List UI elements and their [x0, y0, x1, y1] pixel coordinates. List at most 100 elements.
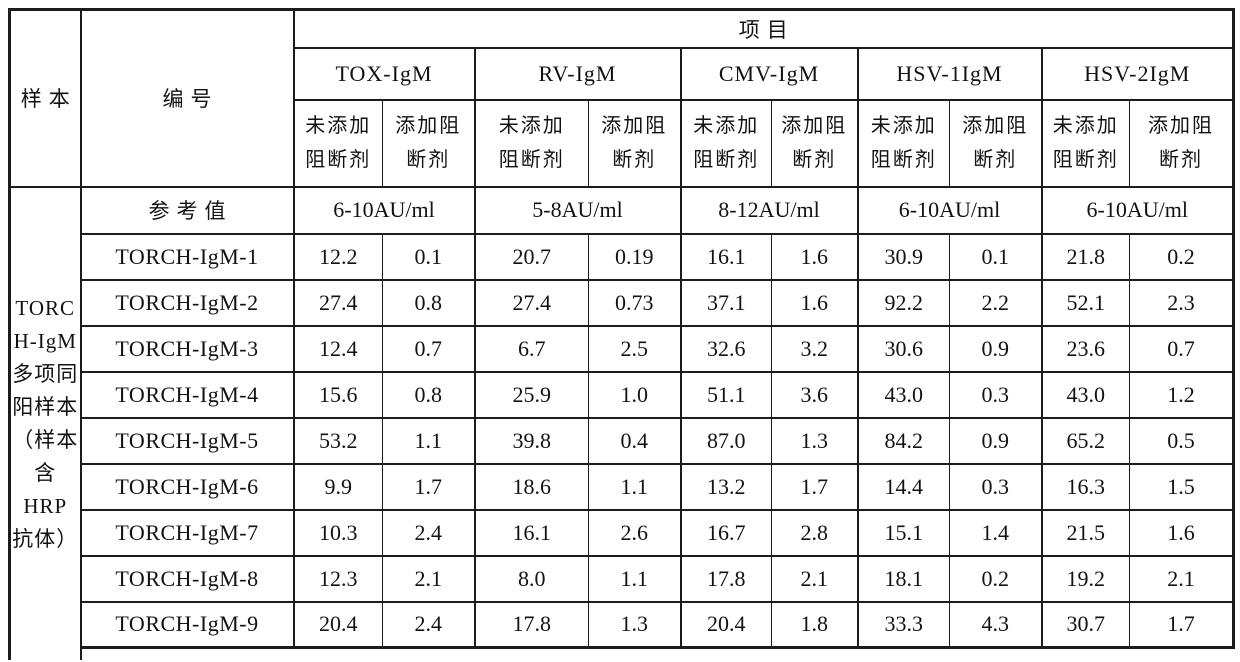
data-cell: 18.1: [856, 554, 950, 603]
data-cell: 3.2: [771, 324, 859, 373]
data-cell: 16.3: [1040, 462, 1130, 511]
data-cell: 10.3: [292, 508, 383, 557]
subheader-no-blocker: 未添加 阻断剂: [292, 98, 383, 188]
reference-value: 6-10AU/ml: [292, 185, 476, 235]
data-cell: 1.0: [588, 370, 682, 419]
data-cell: 2.8: [771, 508, 859, 557]
data-cell: 1.7: [382, 462, 476, 511]
data-cell: 37.1: [679, 278, 772, 327]
subheader-blocker: 添加阻 断剂: [771, 98, 859, 188]
table-row: TORCH-IgM-4 15.6 0.8 25.9 1.0 51.1 3.6 4…: [10, 370, 1236, 419]
data-cell: 19.2: [1040, 554, 1130, 603]
data-cell: 27.4: [473, 278, 589, 327]
data-cell: 2.3: [1128, 278, 1236, 327]
data-cell: 32.6: [679, 324, 772, 373]
header-row-groups: TOX-IgM RV-IgM CMV-IgM HSV-1IgM HSV-2IgM: [10, 46, 1236, 101]
data-cell: 15.6: [292, 370, 383, 419]
data-cell: 43.0: [856, 370, 950, 419]
data-cell: 20.4: [292, 600, 383, 649]
data-cell: 1.1: [588, 554, 682, 603]
data-cell: 30.6: [856, 324, 950, 373]
group-header-hsv1-igm: HSV-1IgM: [856, 46, 1043, 101]
table-row: TORCH-IgM-5 53.2 1.1 39.8 0.4 87.0 1.3 8…: [10, 416, 1236, 465]
data-cell: 14.4: [856, 462, 950, 511]
row-id: TORCH-IgM-7: [79, 508, 295, 557]
data-cell: 25.9: [473, 370, 589, 419]
data-cell: 0.73: [588, 278, 682, 327]
row-id: TORCH-IgM-5: [79, 416, 295, 465]
table-row: TORCH-IgM-8 12.3 2.1 8.0 1.1 17.8 2.1 18…: [10, 554, 1236, 603]
data-cell: 1.8: [771, 600, 859, 649]
data-cell: 1.2: [1128, 370, 1236, 419]
subheader-blocker: 添加阻 断剂: [382, 98, 476, 188]
table-row: TORCH-IgM-2 27.4 0.8 27.4 0.73 37.1 1.6 …: [10, 278, 1236, 327]
reference-value: 5-8AU/ml: [473, 185, 682, 235]
reference-value: 6-10AU/ml: [1040, 185, 1236, 235]
data-cell: 1.6: [771, 232, 859, 281]
data-cell: 53.2: [292, 416, 383, 465]
sample-group-label: TORC H-IgM 多项同 阳样本 （样本 含 HRP 抗体）: [8, 185, 82, 660]
data-cell: 21.8: [1040, 232, 1130, 281]
data-cell: 30.9: [856, 232, 950, 281]
row-id: TORCH-IgM-6: [79, 462, 295, 511]
data-cell: 0.1: [949, 232, 1043, 281]
header-number: 编号: [79, 8, 295, 188]
data-cell: 39.8: [473, 416, 589, 465]
row-id: TORCH-IgM-9: [79, 600, 295, 649]
subheader-blocker: 添加阻 断剂: [588, 98, 682, 188]
data-cell: 0.8: [382, 370, 476, 419]
data-cell: 1.4: [949, 508, 1043, 557]
data-cell: 1.3: [771, 416, 859, 465]
reference-row: TORC H-IgM 多项同 阳样本 （样本 含 HRP 抗体） 参考值 6-1…: [8, 185, 1236, 660]
group-header-rv-igm: RV-IgM: [473, 46, 682, 101]
data-cell: 2.1: [1128, 554, 1236, 603]
data-cell: 92.2: [856, 278, 950, 327]
data-cell: 17.8: [679, 554, 772, 603]
data-cell: 12.4: [292, 324, 383, 373]
data-cell: 2.1: [382, 554, 476, 603]
data-cell: 17.8: [473, 600, 589, 649]
data-cell: 0.3: [949, 462, 1043, 511]
data-cell: 52.1: [1040, 278, 1130, 327]
data-cell: 65.2: [1040, 416, 1130, 465]
data-cell: 16.1: [473, 508, 589, 557]
data-cell: 2.1: [771, 554, 859, 603]
header-sample: 样本: [8, 8, 82, 188]
data-cell: 0.9: [949, 416, 1043, 465]
data-cell: 20.7: [473, 232, 589, 281]
data-cell: 13.2: [679, 462, 772, 511]
data-cell: 2.4: [382, 508, 476, 557]
group-header-hsv2-igm: HSV-2IgM: [1040, 46, 1236, 101]
header-row-subcolumns: 未添加 阻断剂 添加阻 断剂 未添加 阻断剂 添加阻 断剂 未添加 阻断剂 添加…: [10, 98, 1236, 188]
subheader-blocker: 添加阻 断剂: [1128, 98, 1236, 188]
torch-igm-results-table: 样本 编号 项目 TOX-IgM RV-IgM CMV-IgM HSV-1IgM…: [8, 8, 1236, 660]
reference-value: 6-10AU/ml: [856, 185, 1043, 235]
data-cell: 0.8: [382, 278, 476, 327]
data-cell: 1.6: [771, 278, 859, 327]
data-cell: 51.1: [679, 370, 772, 419]
data-cell: 2.4: [382, 600, 476, 649]
data-cell: 0.19: [588, 232, 682, 281]
data-cell: 4.3: [949, 600, 1043, 649]
data-cell: 3.6: [771, 370, 859, 419]
data-cell: 30.7: [1040, 600, 1130, 649]
data-cell: 0.3: [949, 370, 1043, 419]
reference-value: 8-12AU/ml: [679, 185, 859, 235]
data-cell: 21.5: [1040, 508, 1130, 557]
subheader-no-blocker: 未添加 阻断剂: [679, 98, 772, 188]
data-cell: 9.9: [292, 462, 383, 511]
subheader-no-blocker: 未添加 阻断剂: [473, 98, 589, 188]
data-cell: 1.6: [1128, 508, 1236, 557]
data-cell: 1.5: [1128, 462, 1236, 511]
data-cell: 1.1: [588, 462, 682, 511]
data-cell: 0.2: [1128, 232, 1236, 281]
data-cell: 87.0: [679, 416, 772, 465]
table-row: TORCH-IgM-7 10.3 2.4 16.1 2.6 16.7 2.8 1…: [10, 508, 1236, 557]
group-header-tox-igm: TOX-IgM: [292, 46, 476, 101]
data-cell: 2.5: [588, 324, 682, 373]
data-cell: 2.6: [588, 508, 682, 557]
data-cell: 0.9: [949, 324, 1043, 373]
subheader-blocker: 添加阻 断剂: [949, 98, 1043, 188]
data-cell: 15.1: [856, 508, 950, 557]
